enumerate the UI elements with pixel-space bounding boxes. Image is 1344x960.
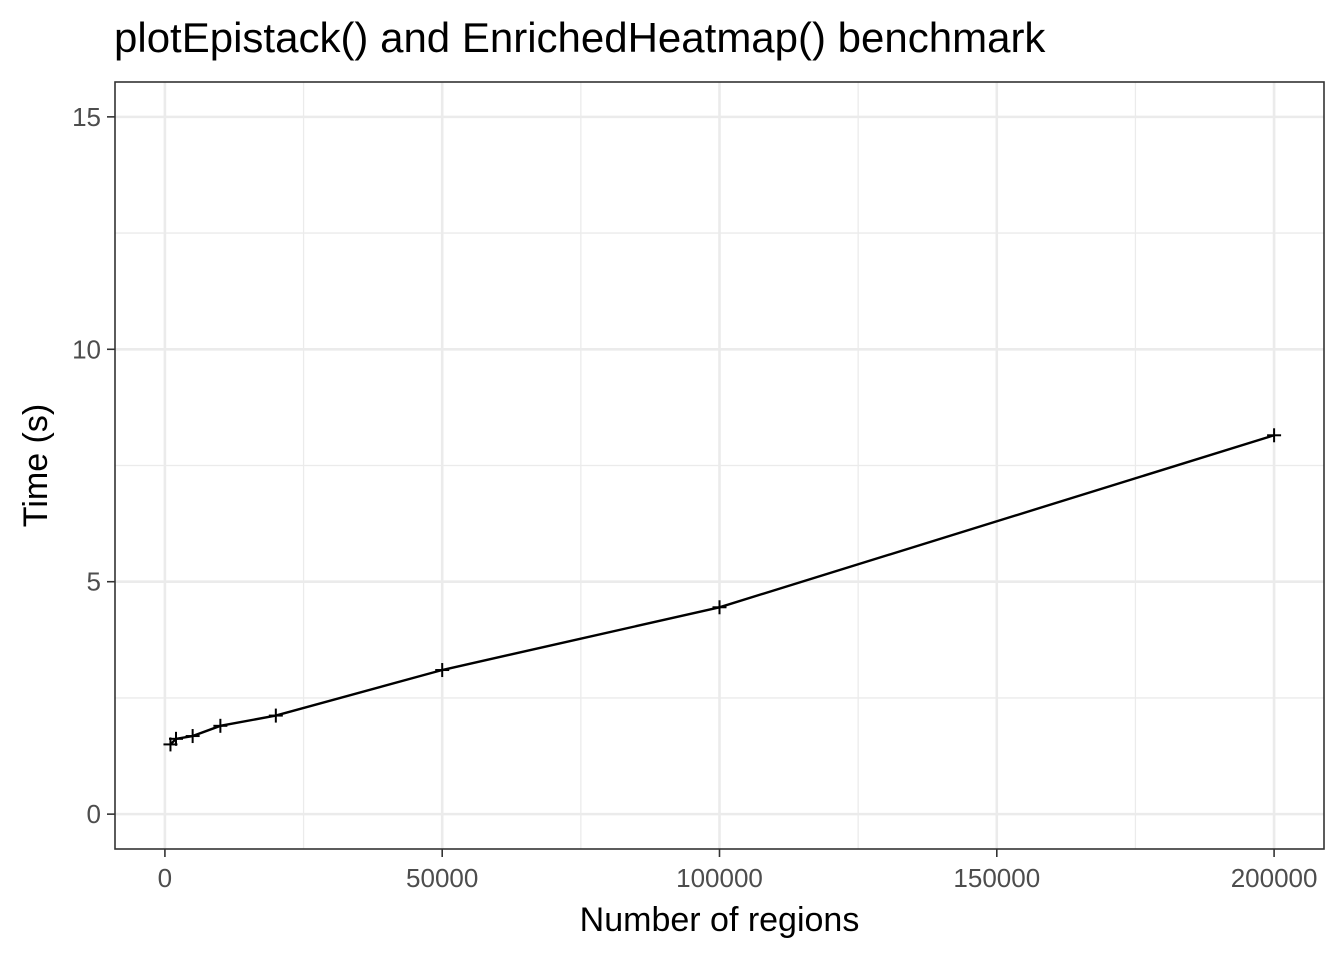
data-point [435, 663, 450, 678]
data-points [163, 428, 1282, 752]
data-point [213, 718, 228, 733]
y-tick-label: 0 [87, 799, 101, 829]
data-point [185, 729, 200, 744]
y-axis-title: Time (s) [17, 404, 55, 527]
data-point [268, 708, 283, 723]
y-tick-label: 10 [72, 334, 101, 364]
x-tick-label: 100000 [676, 863, 763, 893]
x-tick-label: 0 [158, 863, 172, 893]
x-tick-label: 150000 [953, 863, 1040, 893]
y-tick-label: 15 [72, 102, 101, 132]
y-axis-ticks: 0 5 10 15 [72, 102, 115, 829]
data-point [712, 600, 727, 615]
x-axis-ticks: 0 50000 100000 150000 200000 [158, 849, 1318, 893]
data-point [1267, 428, 1282, 443]
chart-title: plotEpistack() and EnrichedHeatmap() ben… [114, 14, 1046, 61]
x-tick-label: 50000 [406, 863, 478, 893]
y-tick-label: 5 [87, 567, 101, 597]
data-point [169, 731, 184, 746]
major-gridlines [115, 82, 1324, 849]
x-axis-title: Number of regions [580, 901, 860, 939]
x-tick-label: 200000 [1231, 863, 1318, 893]
